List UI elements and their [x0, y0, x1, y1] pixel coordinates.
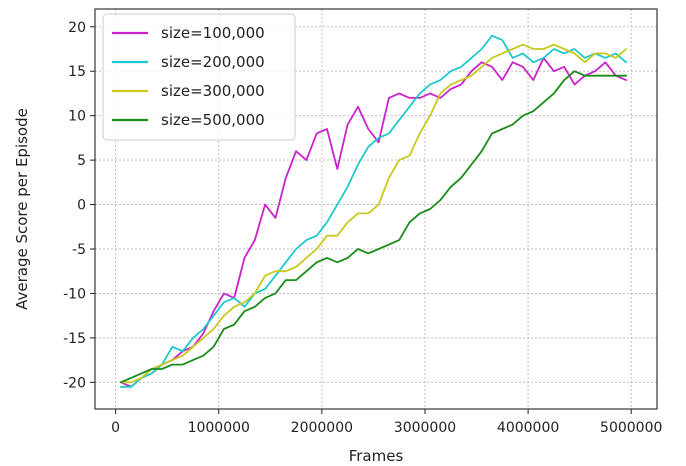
y-axis-label: Average Score per Episode	[13, 108, 31, 310]
x-tick-label: 2000000	[291, 420, 353, 436]
series-line-3	[119, 43, 627, 384]
series-line-1	[119, 57, 627, 388]
y-tick-label: -5	[72, 242, 86, 258]
x-tick-label: 5000000	[600, 420, 662, 436]
legend-label: size=300,000	[161, 82, 265, 100]
plot-area-frame	[94, 8, 658, 410]
x-tick-label: 3000000	[394, 420, 456, 436]
series-lines	[119, 34, 627, 388]
y-axis-ticks: -20 -15 -10 -5 0 5 10 15 20	[63, 20, 95, 391]
x-axis-ticks: 0 1000000 2000000 3000000 4000000 5000000	[111, 409, 662, 436]
series-line-2	[119, 34, 627, 388]
y-tick-label: 10	[68, 109, 86, 125]
y-tick-label: -20	[63, 375, 86, 391]
legend-label: size=500,000	[161, 111, 265, 129]
series-line-4	[119, 70, 627, 384]
x-tick-label: 0	[111, 420, 120, 436]
y-tick-label: -10	[63, 286, 86, 302]
legend: size=100,000 size=200,000 size=300,000 size…	[102, 13, 296, 141]
y-tick-label: 20	[68, 20, 86, 36]
y-tick-label: 5	[77, 153, 86, 169]
x-axis-label: Frames	[349, 447, 404, 465]
y-tick-label: 0	[77, 198, 86, 214]
y-tick-label: -15	[63, 331, 86, 347]
x-tick-label: 1000000	[188, 420, 250, 436]
legend-box	[102, 13, 296, 141]
y-tick-label: 15	[68, 64, 86, 80]
x-tick-label: 4000000	[497, 420, 559, 436]
legend-label: size=200,000	[161, 53, 265, 71]
legend-label: size=100,000	[161, 24, 265, 42]
